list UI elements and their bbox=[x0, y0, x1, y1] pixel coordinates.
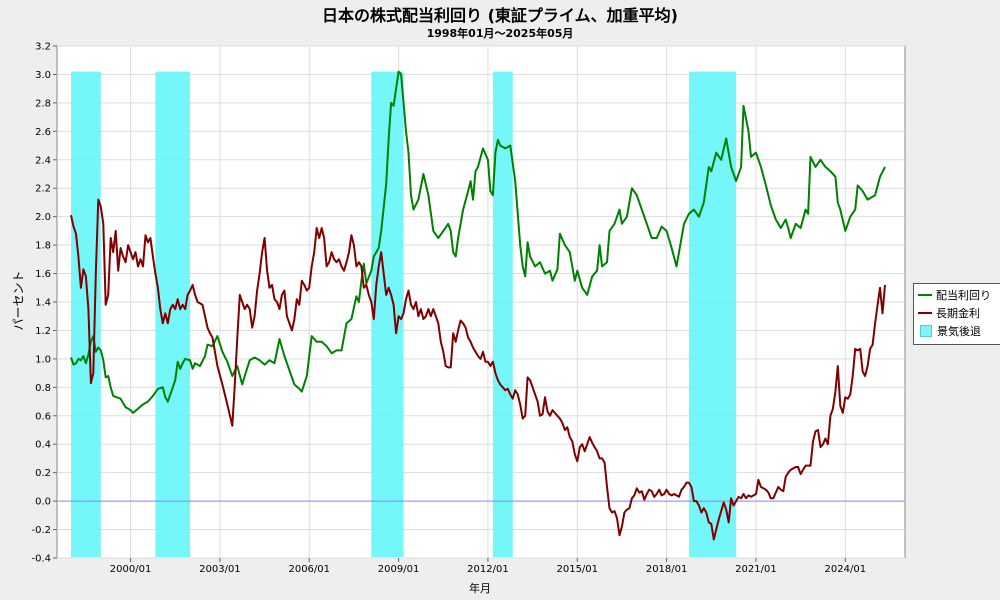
legend-swatch-recession bbox=[920, 325, 932, 337]
legend-item-recession: 景気後退 bbox=[918, 323, 981, 339]
y-tick-label: -0.4 bbox=[31, 554, 51, 565]
legend: 配当利回り 長期金利 景気後退 bbox=[913, 283, 1000, 345]
legend-label-bond: 長期金利 bbox=[936, 307, 980, 320]
y-tick-label: 0.8 bbox=[35, 383, 51, 394]
y-tick-label: 3.0 bbox=[35, 70, 51, 81]
legend-item-dividend: 配当利回り bbox=[918, 287, 991, 303]
y-tick-label: 2.2 bbox=[35, 184, 51, 195]
chart-title: 日本の株式配当利回り (東証プライム、加重平均) bbox=[322, 6, 678, 25]
recession-band bbox=[71, 71, 101, 557]
x-tick-label: 2009/01 bbox=[378, 564, 420, 575]
legend-label-recession: 景気後退 bbox=[937, 325, 981, 338]
legend-label-dividend: 配当利回り bbox=[936, 289, 991, 302]
y-tick-label: 2.4 bbox=[35, 155, 51, 166]
x-tick-label: 2018/01 bbox=[646, 564, 688, 575]
y-tick-label: 1.2 bbox=[35, 326, 51, 337]
y-tick-label: 0.4 bbox=[35, 440, 51, 451]
y-tick-label: 2.8 bbox=[35, 98, 51, 109]
y-tick-label: 1.6 bbox=[35, 269, 51, 280]
y-tick-label: 0.0 bbox=[35, 497, 51, 508]
y-tick-label: 0.2 bbox=[35, 468, 51, 479]
x-tick-label: 2012/01 bbox=[467, 564, 509, 575]
legend-item-bond: 長期金利 bbox=[918, 305, 980, 321]
chart-subtitle: 1998年01月～2025年05月 bbox=[426, 27, 574, 40]
recession-band bbox=[688, 71, 737, 557]
legend-swatch-bond bbox=[918, 312, 932, 314]
y-tick-label: 0.6 bbox=[35, 411, 51, 422]
x-tick-label: 2021/01 bbox=[735, 564, 777, 575]
recession-band bbox=[492, 71, 513, 557]
legend-swatch-dividend bbox=[918, 294, 932, 296]
x-tick-label: 2000/01 bbox=[110, 564, 152, 575]
y-tick-label: 3.2 bbox=[35, 42, 51, 53]
x-tick-label: 2024/01 bbox=[825, 564, 867, 575]
y-tick-label: -0.2 bbox=[31, 525, 51, 536]
y-tick-label: 1.8 bbox=[35, 241, 51, 252]
series-line-dividend bbox=[70, 70, 886, 414]
y-tick-label: 1.4 bbox=[35, 298, 51, 309]
y-tick-label: 1.0 bbox=[35, 354, 51, 365]
y-axis-label: パーセント bbox=[11, 270, 26, 331]
y-tick-label: 2.0 bbox=[35, 212, 51, 223]
x-tick-label: 2006/01 bbox=[288, 564, 330, 575]
x-tick-label: 2015/01 bbox=[556, 564, 598, 575]
x-tick-label: 2003/01 bbox=[199, 564, 241, 575]
x-axis-label: 年月 bbox=[469, 582, 491, 595]
series-line-bond bbox=[70, 198, 886, 541]
y-tick-label: 2.6 bbox=[35, 127, 51, 138]
